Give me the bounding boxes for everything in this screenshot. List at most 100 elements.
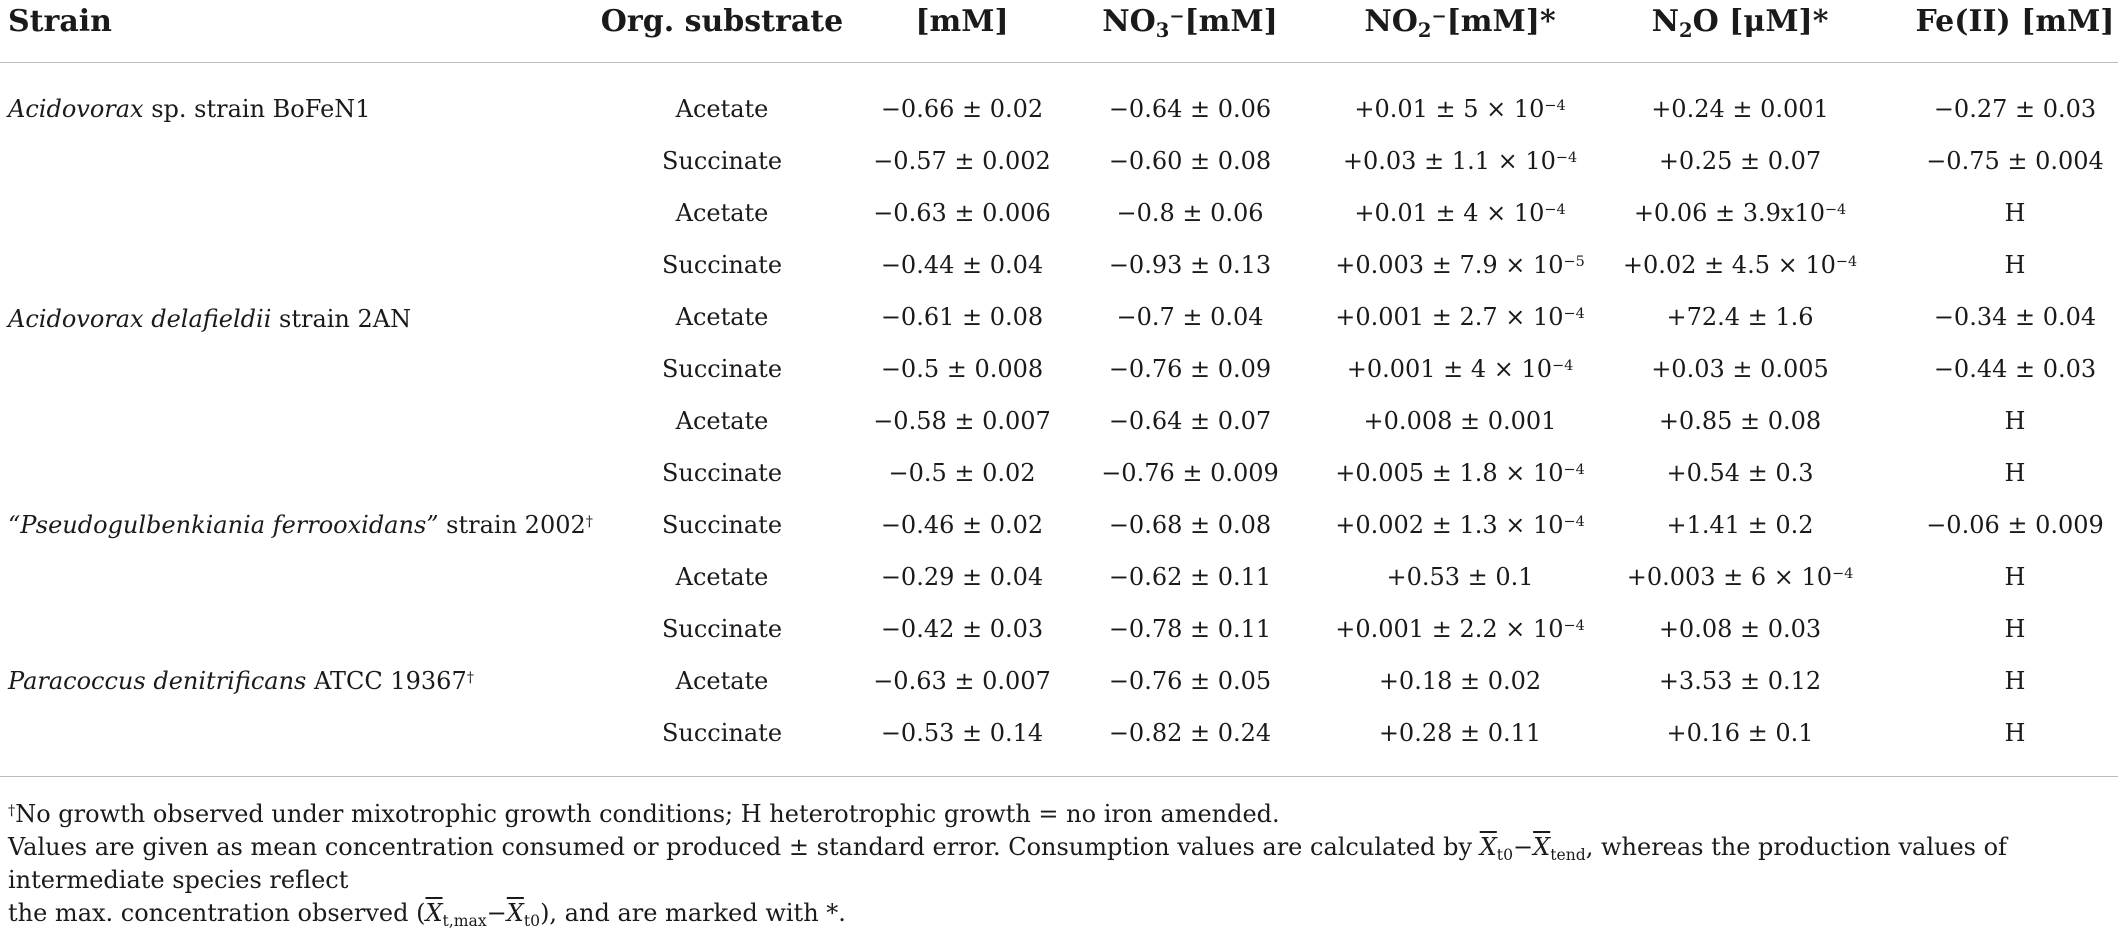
cell-no3: −0.64 ± 0.07 — [1109, 395, 1271, 447]
x-bar-symbol: X — [506, 899, 524, 927]
cell-fe-value: H — [2004, 459, 2026, 487]
subscript-t0: t0 — [523, 911, 541, 930]
cell-fe: H — [2005, 395, 2026, 447]
table-row: Succinate −0.5 ± 0.008 −0.76 ± 0.09 +0.001 … — [0, 343, 2118, 395]
cell-no2-value: +0.002 ± 1.3 × 10 — [1335, 511, 1564, 539]
cell-no3: −0.76 ± 0.009 — [1101, 447, 1279, 499]
cell-substrate-consumed: −0.63 ± 0.007 — [873, 655, 1051, 707]
cell-no3-value: −0.62 ± 0.11 — [1108, 563, 1272, 591]
header-no3: NO3−[mM] — [1102, 0, 1278, 44]
cell-substrate-consumed: −0.29 ± 0.04 — [881, 551, 1043, 603]
strain-label: Acidovorax sp. strain BoFeN1 — [8, 83, 371, 135]
cell-no2-exponent: −4 — [1563, 617, 1585, 634]
header-no2: NO2−[mM]* — [1364, 0, 1555, 44]
cell-substrate-value: Succinate — [661, 147, 783, 175]
cell-substrate: Succinate — [662, 707, 782, 759]
cell-fe-value: −0.06 ± 0.009 — [1926, 511, 2104, 539]
cell-no2-value: +0.03 ± 1.1 × 10 — [1342, 147, 1556, 175]
cell-no3: −0.76 ± 0.09 — [1109, 343, 1271, 395]
table-row: Succinate −0.46 ± 0.02 −0.68 ± 0.08 +0.002 … — [0, 499, 2118, 551]
header-rule — [0, 62, 2118, 63]
cell-no2: +0.002 ± 1.3 × 10−4 — [1335, 499, 1584, 551]
footnote-2-text: Values are given as mean concentration c… — [8, 833, 1480, 861]
strain-label: Acidovorax delafieldii strain 2AN — [8, 293, 411, 345]
cell-no3: −0.82 ± 0.24 — [1109, 707, 1271, 759]
cell-fe-value: H — [2004, 407, 2026, 435]
cell-no2-value: +0.001 ± 2.2 × 10 — [1335, 615, 1564, 643]
cell-fe: H — [2005, 187, 2026, 239]
cell-n2o: +0.25 ± 0.07 — [1659, 135, 1821, 187]
header-fe: Fe(II) [mM] — [1915, 4, 2115, 39]
n2o-rest: O [μM]* — [1692, 4, 1829, 39]
cell-no2-value: +0.01 ± 5 × 10 — [1354, 95, 1545, 123]
cell-substrate: Acetate — [676, 395, 769, 447]
cell-n2o-value: +3.53 ± 0.12 — [1658, 667, 1822, 695]
cell-fe-value: −0.34 ± 0.04 — [1933, 303, 2097, 331]
no2-base: NO — [1364, 4, 1418, 39]
footnote-3-text-end: ), and are marked with *. — [540, 899, 846, 927]
cell-n2o: +0.85 ± 0.08 — [1659, 395, 1821, 447]
cell-substrate-consumed-value: −0.63 ± 0.006 — [873, 199, 1051, 227]
cell-no3-value: −0.76 ± 0.05 — [1108, 667, 1272, 695]
cell-no3: −0.60 ± 0.08 — [1109, 135, 1271, 187]
cell-substrate: Succinate — [662, 447, 782, 499]
cell-no2-value: +0.001 ± 2.7 × 10 — [1335, 303, 1564, 331]
cell-substrate: Succinate — [662, 499, 782, 551]
cell-substrate-consumed-value: −0.63 ± 0.007 — [873, 667, 1051, 695]
cell-substrate-value: Acetate — [675, 563, 769, 591]
cell-substrate-consumed: −0.58 ± 0.007 — [873, 395, 1051, 447]
cell-substrate-consumed: −0.63 ± 0.006 — [873, 187, 1051, 239]
cell-n2o: +0.54 ± 0.3 — [1666, 447, 1813, 499]
strain-name-rest: sp. strain BoFeN1 — [143, 95, 371, 123]
cell-n2o-value: +0.02 ± 4.5 × 10 — [1622, 251, 1836, 279]
header-substrate-mm: [mM] — [915, 4, 1009, 39]
cell-fe-value: −0.44 ± 0.03 — [1933, 355, 2097, 383]
cell-no3-value: −0.8 ± 0.06 — [1116, 199, 1264, 227]
cell-no3-value: −0.68 ± 0.08 — [1108, 511, 1272, 539]
x-bar-symbol: X — [1479, 833, 1497, 861]
cell-substrate-consumed: −0.42 ± 0.03 — [881, 603, 1043, 655]
cell-no3: −0.76 ± 0.05 — [1109, 655, 1271, 707]
cell-fe-value: H — [2004, 199, 2026, 227]
cell-n2o-value: +0.25 ± 0.07 — [1658, 147, 1822, 175]
table-row: Acetate −0.63 ± 0.007 −0.76 ± 0.05 +0.18 ± … — [0, 655, 2118, 707]
footnote-2-text-end: , whereas the production values of inter… — [8, 833, 2007, 894]
cell-n2o-value: +0.54 ± 0.3 — [1666, 459, 1814, 487]
cell-substrate-value: Acetate — [675, 667, 769, 695]
cell-substrate: Succinate — [662, 135, 782, 187]
cell-no2-value: +0.005 ± 1.8 × 10 — [1335, 459, 1564, 487]
dagger-mark: † — [466, 669, 474, 686]
cell-fe-value: H — [2004, 667, 2026, 695]
cell-no3: −0.93 ± 0.13 — [1109, 239, 1271, 291]
cell-no2-exponent: −4 — [1544, 97, 1566, 114]
cell-no2: +0.18 ± 0.02 — [1379, 655, 1541, 707]
cell-fe: H — [2005, 447, 2026, 499]
strain-label: Paracoccus denitrificans ATCC 19367† — [8, 655, 474, 707]
cell-no2: +0.001 ± 2.7 × 10−4 — [1335, 291, 1584, 343]
cell-substrate: Acetate — [676, 655, 769, 707]
x-bar-symbol: X — [425, 899, 443, 927]
cell-substrate-consumed: −0.5 ± 0.02 — [888, 447, 1035, 499]
cell-no2-value: +0.001 ± 4 × 10 — [1346, 355, 1553, 383]
cell-no3-value: −0.78 ± 0.11 — [1108, 615, 1272, 643]
cell-n2o: +0.08 ± 0.03 — [1659, 603, 1821, 655]
cell-no2: +0.01 ± 4 × 10−4 — [1354, 187, 1565, 239]
n2o-base: N — [1651, 4, 1680, 39]
no2-sub: 2 — [1417, 18, 1432, 42]
cell-no2-value: +0.18 ± 0.02 — [1378, 667, 1542, 695]
header-org-substrate: Org. substrate — [600, 4, 844, 39]
no3-unit: [mM] — [1184, 4, 1278, 39]
footer-rule — [0, 776, 2118, 777]
cell-substrate: Succinate — [662, 603, 782, 655]
cell-substrate: Succinate — [662, 343, 782, 395]
cell-substrate-consumed: −0.5 ± 0.008 — [881, 343, 1043, 395]
strain-label: “Pseudogulbenkiania ferrooxidans” strain… — [8, 499, 593, 551]
cell-substrate-value: Succinate — [661, 511, 783, 539]
no3-sub: 3 — [1155, 18, 1170, 42]
cell-n2o-value: +1.41 ± 0.2 — [1666, 511, 1814, 539]
cell-fe: −0.27 ± 0.03 — [1934, 83, 2096, 135]
cell-substrate-value: Succinate — [661, 719, 783, 747]
cell-no2-value: +0.53 ± 0.1 — [1386, 563, 1534, 591]
cell-substrate-consumed-value: −0.42 ± 0.03 — [880, 615, 1044, 643]
cell-substrate: Acetate — [676, 291, 769, 343]
